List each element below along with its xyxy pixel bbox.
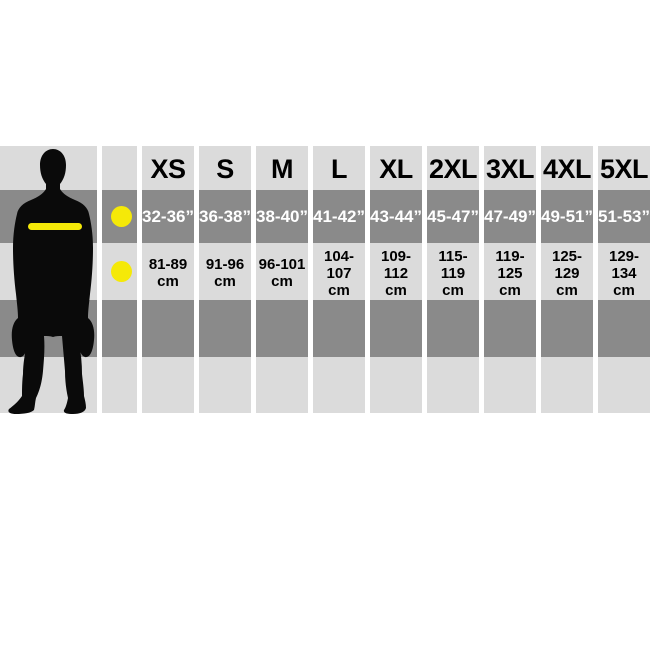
cell-inches-5xl: 51-53” [598, 190, 650, 243]
cm-unit: cm [499, 281, 521, 299]
empty-band-cell [142, 300, 194, 357]
cell-inches-2xl: 45-47” [427, 190, 479, 243]
chest-marker-dot [111, 206, 132, 227]
size-header-s: S [199, 146, 251, 190]
empty-band-cell [102, 300, 137, 357]
figure-column-band [0, 190, 97, 243]
cell-inches-s: 36-38” [199, 190, 251, 243]
cell-cm-5xl: 129-134 cm [598, 243, 650, 300]
cell-cm-l: 104-107 cm [313, 243, 365, 300]
chest-marker-cell [102, 243, 137, 300]
cm-unit: cm [385, 281, 407, 299]
figure-column-band [0, 357, 97, 413]
size-header-xs: XS [142, 146, 194, 190]
empty-band-cell [370, 300, 422, 357]
cm-unit: cm [442, 281, 464, 299]
size-chart-table: XS S M L XL 2XL 3XL 4XL 5XL 32-36” 36-38… [0, 146, 650, 414]
figure-column-band [0, 300, 97, 357]
cm-value: 119-125 [495, 247, 525, 282]
empty-band-cell [199, 300, 251, 357]
empty-band-cell [370, 357, 422, 413]
empty-band-cell [484, 357, 536, 413]
cell-cm-s: 91-96 cm [199, 243, 251, 300]
empty-band-cell [541, 300, 593, 357]
cell-cm-2xl: 115-119 cm [427, 243, 479, 300]
cm-value: 104-107 [323, 247, 355, 282]
cm-unit: cm [556, 281, 578, 299]
empty-band-cell [102, 357, 137, 413]
empty-band-cell [427, 357, 479, 413]
empty-band-cell [256, 357, 308, 413]
size-header-m: M [256, 146, 308, 190]
empty-band-cell [256, 300, 308, 357]
empty-band-cell [313, 357, 365, 413]
size-header-5xl: 5XL [598, 146, 650, 190]
empty-band-cell [598, 357, 650, 413]
size-header-l: L [313, 146, 365, 190]
cm-unit: cm [271, 273, 293, 290]
figure-column-band [0, 146, 97, 190]
cm-unit: cm [214, 273, 236, 290]
cell-inches-l: 41-42” [313, 190, 365, 243]
cell-inches-xs: 32-36” [142, 190, 194, 243]
empty-band-cell [427, 300, 479, 357]
cm-value: 125-129 [551, 247, 583, 282]
cell-inches-xl: 43-44” [370, 190, 422, 243]
figure-column-band [0, 243, 97, 300]
cm-value: 96-101 [258, 256, 306, 273]
cm-value: 81-89 [148, 256, 188, 273]
cm-value: 109-112 [380, 247, 412, 282]
cell-inches-m: 38-40” [256, 190, 308, 243]
size-header-2xl: 2XL [427, 146, 479, 190]
size-header-4xl: 4XL [541, 146, 593, 190]
cm-unit: cm [613, 281, 635, 299]
cell-cm-xl: 109-112 cm [370, 243, 422, 300]
empty-band-cell [142, 357, 194, 413]
cm-unit: cm [328, 281, 350, 299]
cm-unit: cm [157, 273, 179, 290]
cell-inches-4xl: 49-51” [541, 190, 593, 243]
cell-cm-4xl: 125-129 cm [541, 243, 593, 300]
cm-value: 129-134 [608, 247, 640, 282]
chest-marker-dot [111, 261, 132, 282]
size-header-3xl: 3XL [484, 146, 536, 190]
cell-cm-m: 96-101 cm [256, 243, 308, 300]
empty-band-cell [541, 357, 593, 413]
empty-band-cell [313, 300, 365, 357]
empty-band-cell [199, 357, 251, 413]
cell-cm-3xl: 119-125 cm [484, 243, 536, 300]
marker-column-band [102, 146, 137, 190]
cm-value: 91-96 [205, 256, 245, 273]
cm-value: 115-119 [438, 247, 468, 282]
chest-marker-cell [102, 190, 137, 243]
cell-inches-3xl: 47-49” [484, 190, 536, 243]
empty-band-cell [598, 300, 650, 357]
empty-band-cell [484, 300, 536, 357]
size-header-xl: XL [370, 146, 422, 190]
cell-cm-xs: 81-89 cm [142, 243, 194, 300]
